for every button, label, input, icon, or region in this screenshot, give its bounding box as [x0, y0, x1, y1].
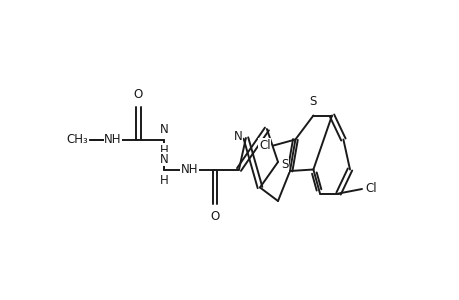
Text: Cl: Cl	[258, 139, 270, 152]
Text: CH₃: CH₃	[66, 133, 88, 146]
Text: N: N	[233, 130, 242, 143]
Text: S: S	[309, 95, 316, 108]
Text: N: N	[159, 123, 168, 136]
Text: S: S	[280, 158, 288, 172]
Text: NH: NH	[104, 133, 122, 146]
Text: NH: NH	[180, 163, 198, 176]
Text: H: H	[159, 174, 168, 187]
Text: O: O	[210, 210, 219, 223]
Text: H: H	[159, 144, 168, 157]
Text: O: O	[134, 88, 143, 100]
Text: N: N	[159, 153, 168, 166]
Text: Cl: Cl	[364, 182, 376, 196]
